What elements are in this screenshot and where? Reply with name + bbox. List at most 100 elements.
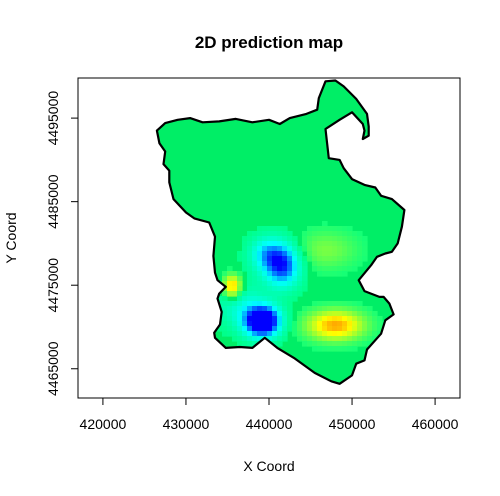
heatmap-cell (332, 326, 338, 332)
heatmap-cell (292, 271, 298, 277)
heatmap-cell (322, 221, 328, 227)
heatmap-cell (297, 321, 303, 327)
heatmap-cell (282, 261, 288, 267)
heatmap-cell (302, 306, 308, 312)
heatmap-cell (312, 321, 318, 327)
heatmap-cell (342, 316, 348, 322)
heatmap-cell (257, 226, 263, 232)
heatmap-cell (372, 311, 378, 317)
heatmap-cell (257, 276, 263, 282)
heatmap-cell (222, 331, 228, 337)
heatmap-cell (302, 266, 308, 272)
heatmap-cell (322, 256, 328, 262)
heatmap-cell (332, 241, 338, 247)
heatmap-cell (297, 246, 303, 252)
heatmap-cell (357, 306, 363, 312)
heatmap-cell (252, 271, 258, 277)
heatmap-cell (332, 226, 338, 232)
heatmap-cell (257, 336, 263, 342)
heatmap-cell (287, 321, 293, 327)
heatmap-cell (317, 331, 323, 337)
heatmap-cell (227, 306, 233, 312)
heatmap-cell (337, 326, 343, 332)
heatmap-cell (362, 306, 368, 312)
heatmap-cell (307, 241, 313, 247)
heatmap-cell (222, 316, 228, 322)
heatmap-cell (352, 261, 358, 267)
heatmap-cell (277, 311, 283, 317)
heatmap-cell (277, 291, 283, 297)
heatmap-cell (282, 271, 288, 277)
heatmap-cell (247, 301, 253, 307)
heatmap-cell (342, 306, 348, 312)
heatmap-cell (297, 276, 303, 282)
heatmap-cell (242, 341, 248, 347)
heatmap-cell (312, 226, 318, 232)
heatmap-cell (267, 266, 273, 272)
heatmap-cell (332, 231, 338, 237)
heatmap-cell (352, 236, 358, 242)
heatmap-cell (207, 286, 213, 292)
heatmap-cell (297, 326, 303, 332)
heatmap-cell (242, 336, 248, 342)
heatmap-cell (222, 281, 228, 287)
heatmap-cell (262, 281, 268, 287)
heatmap-cell (332, 301, 338, 307)
heatmap-cell (282, 256, 288, 262)
heatmap-cell (207, 306, 213, 312)
heatmap-cell (247, 246, 253, 252)
heatmap-cell (322, 261, 328, 267)
heatmap-cell (272, 336, 278, 342)
heatmap-cell (317, 271, 323, 277)
heatmap-cell (322, 266, 328, 272)
heatmap-cell (247, 311, 253, 317)
heatmap-cell (257, 291, 263, 297)
heatmap-cell (307, 236, 313, 242)
heatmap-cell (207, 296, 213, 302)
heatmap-cell (342, 261, 348, 267)
heatmap-cell (232, 271, 238, 277)
heatmap-cell (322, 271, 328, 277)
heatmap-cell (237, 311, 243, 317)
heatmap-cell (342, 346, 348, 352)
heatmap-cell (247, 231, 253, 237)
heatmap-cell (362, 341, 368, 347)
heatmap-cell (302, 246, 308, 252)
heatmap-cell (222, 296, 228, 302)
heatmap-cell (322, 311, 328, 317)
heatmap-cell (232, 306, 238, 312)
heatmap-cell (327, 241, 333, 247)
heatmap-cell (312, 341, 318, 347)
heatmap-cell (307, 306, 313, 312)
heatmap-cell (272, 331, 278, 337)
heatmap-cell (287, 266, 293, 272)
heatmap-cell (242, 321, 248, 327)
heatmap-cell (262, 246, 268, 252)
heatmap-cell (297, 286, 303, 292)
heatmap-cell (357, 326, 363, 332)
heatmap-cell (252, 321, 258, 327)
heatmap-cell (322, 246, 328, 252)
heatmap-cell (362, 321, 368, 327)
heatmap-cell (337, 266, 343, 272)
heatmap-cell (247, 261, 253, 267)
heatmap-cell (307, 246, 313, 252)
heatmap-cell (287, 291, 293, 297)
heatmap-cell (367, 321, 373, 327)
heatmap (156, 80, 405, 384)
heatmap-cell (352, 256, 358, 262)
heatmap-cell (307, 316, 313, 322)
heatmap-cell (312, 336, 318, 342)
heatmap-cell (262, 251, 268, 257)
heatmap-cell (252, 276, 258, 282)
heatmap-cell (292, 246, 298, 252)
heatmap-cell (237, 306, 243, 312)
heatmap-cell (292, 266, 298, 272)
x-tick-label: 420000 (80, 416, 127, 432)
heatmap-cell (357, 236, 363, 242)
heatmap-cell (327, 271, 333, 277)
heatmap-cell (347, 326, 353, 332)
heatmap-cell (292, 256, 298, 262)
chart-title: 2D prediction map (195, 33, 343, 52)
heatmap-cell (337, 271, 343, 277)
